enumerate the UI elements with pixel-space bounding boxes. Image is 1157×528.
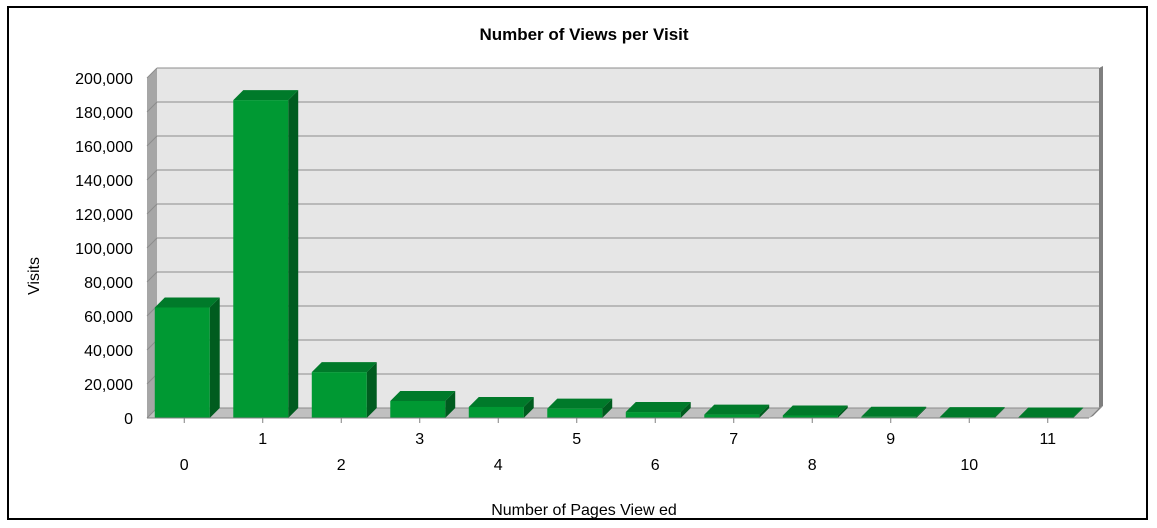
y-tick-label: 60,000 xyxy=(84,309,133,326)
y-tick-label: 180,000 xyxy=(75,105,133,122)
bar-front xyxy=(390,401,446,418)
bar-front xyxy=(233,100,289,418)
bar-front xyxy=(782,415,838,418)
y-tick-label: 140,000 xyxy=(75,173,133,190)
chart-frame: 0 20,000 40,000 60,000 80,000 100,000 120,000 1… xyxy=(7,6,1148,520)
bar-front xyxy=(311,372,367,418)
bar-top xyxy=(547,398,613,409)
y-tick-labels: 0 20,000 40,000 60,000 80,000 100,000 120,000 1… xyxy=(75,71,133,428)
y-tick-label: 80,000 xyxy=(84,275,133,292)
x-tick-label: 8 xyxy=(808,457,817,474)
bar-side xyxy=(680,402,691,418)
floor xyxy=(147,408,1099,418)
bar-side xyxy=(916,406,927,418)
bar xyxy=(939,407,1005,418)
x-tick-label: 6 xyxy=(651,457,660,474)
right-wall xyxy=(1099,66,1103,408)
bar-side xyxy=(445,391,456,418)
x-tick-label: 2 xyxy=(337,457,346,474)
bar-top xyxy=(625,402,691,413)
x-tick-label: 3 xyxy=(415,431,424,448)
x-tick-label: 9 xyxy=(886,431,895,448)
bar xyxy=(625,402,691,418)
y-tick-label: 40,000 xyxy=(84,343,133,360)
y-tick-label: 120,000 xyxy=(75,207,133,224)
bar-front xyxy=(704,414,760,418)
bar-side xyxy=(837,405,848,418)
bar xyxy=(704,404,770,418)
bar-front xyxy=(861,416,917,418)
bar-side xyxy=(288,90,299,418)
x-tick-label: 4 xyxy=(494,457,503,474)
x-tick-label: 5 xyxy=(572,431,581,448)
bar xyxy=(233,90,299,418)
bar-chart: 0 20,000 40,000 60,000 80,000 100,000 120,000 1… xyxy=(26,25,1103,519)
bar-top xyxy=(468,396,534,407)
bar xyxy=(468,396,534,418)
bar-top xyxy=(939,407,1005,418)
gridline-side xyxy=(146,271,158,283)
gridline-side xyxy=(146,101,158,113)
bar-front xyxy=(625,412,681,418)
bar-front xyxy=(468,406,524,418)
gridline-side xyxy=(146,203,158,215)
bar-top xyxy=(154,297,220,308)
bar-front xyxy=(154,307,210,418)
gridline-side xyxy=(146,237,158,249)
x-tick-label: 1 xyxy=(258,431,267,448)
bar-side xyxy=(366,362,377,418)
bar-top xyxy=(782,405,848,416)
bar xyxy=(782,405,848,418)
y-tick-label: 100,000 xyxy=(75,241,133,258)
bar-front xyxy=(547,408,603,418)
bars xyxy=(154,90,1084,418)
x-tick-label: 11 xyxy=(1039,431,1056,448)
floor-edge xyxy=(1089,406,1103,418)
y-tick-label: 20,000 xyxy=(84,377,133,394)
bar-top xyxy=(311,362,377,373)
x-tick-label: 10 xyxy=(960,457,978,474)
y-tick-label: 0 xyxy=(124,411,133,428)
gridline-side xyxy=(146,135,158,147)
bar-top xyxy=(861,406,927,417)
y-tick-label: 160,000 xyxy=(75,139,133,156)
gridline-side xyxy=(146,169,158,181)
bar-top xyxy=(390,391,456,401)
bar-top xyxy=(704,404,770,415)
bar-top xyxy=(233,90,299,101)
gridline-side xyxy=(146,67,158,79)
x-tick-label: 0 xyxy=(180,457,189,474)
bar xyxy=(1018,407,1084,418)
bar xyxy=(311,362,377,418)
bar xyxy=(547,398,613,418)
bar-top xyxy=(1018,407,1084,418)
bar xyxy=(154,297,220,418)
bar-side xyxy=(759,404,770,418)
bar-side xyxy=(602,398,613,418)
x-tick-label: 7 xyxy=(729,431,738,448)
bar-side xyxy=(1073,407,1084,418)
bar xyxy=(390,391,456,418)
x-tick-labels: 0 1 2 3 4 5 6 7 8 9 10 11 xyxy=(147,417,1089,474)
y-axis-label: Visits xyxy=(26,257,43,295)
bar-side xyxy=(523,396,534,418)
chart-title: Number of Views per Visit xyxy=(479,25,688,44)
y-tick-label: 200,000 xyxy=(75,71,133,88)
bar xyxy=(861,406,927,418)
x-axis-label: Number of Pages View ed xyxy=(491,502,677,519)
bar-side xyxy=(209,297,220,418)
bar-side xyxy=(994,407,1005,418)
